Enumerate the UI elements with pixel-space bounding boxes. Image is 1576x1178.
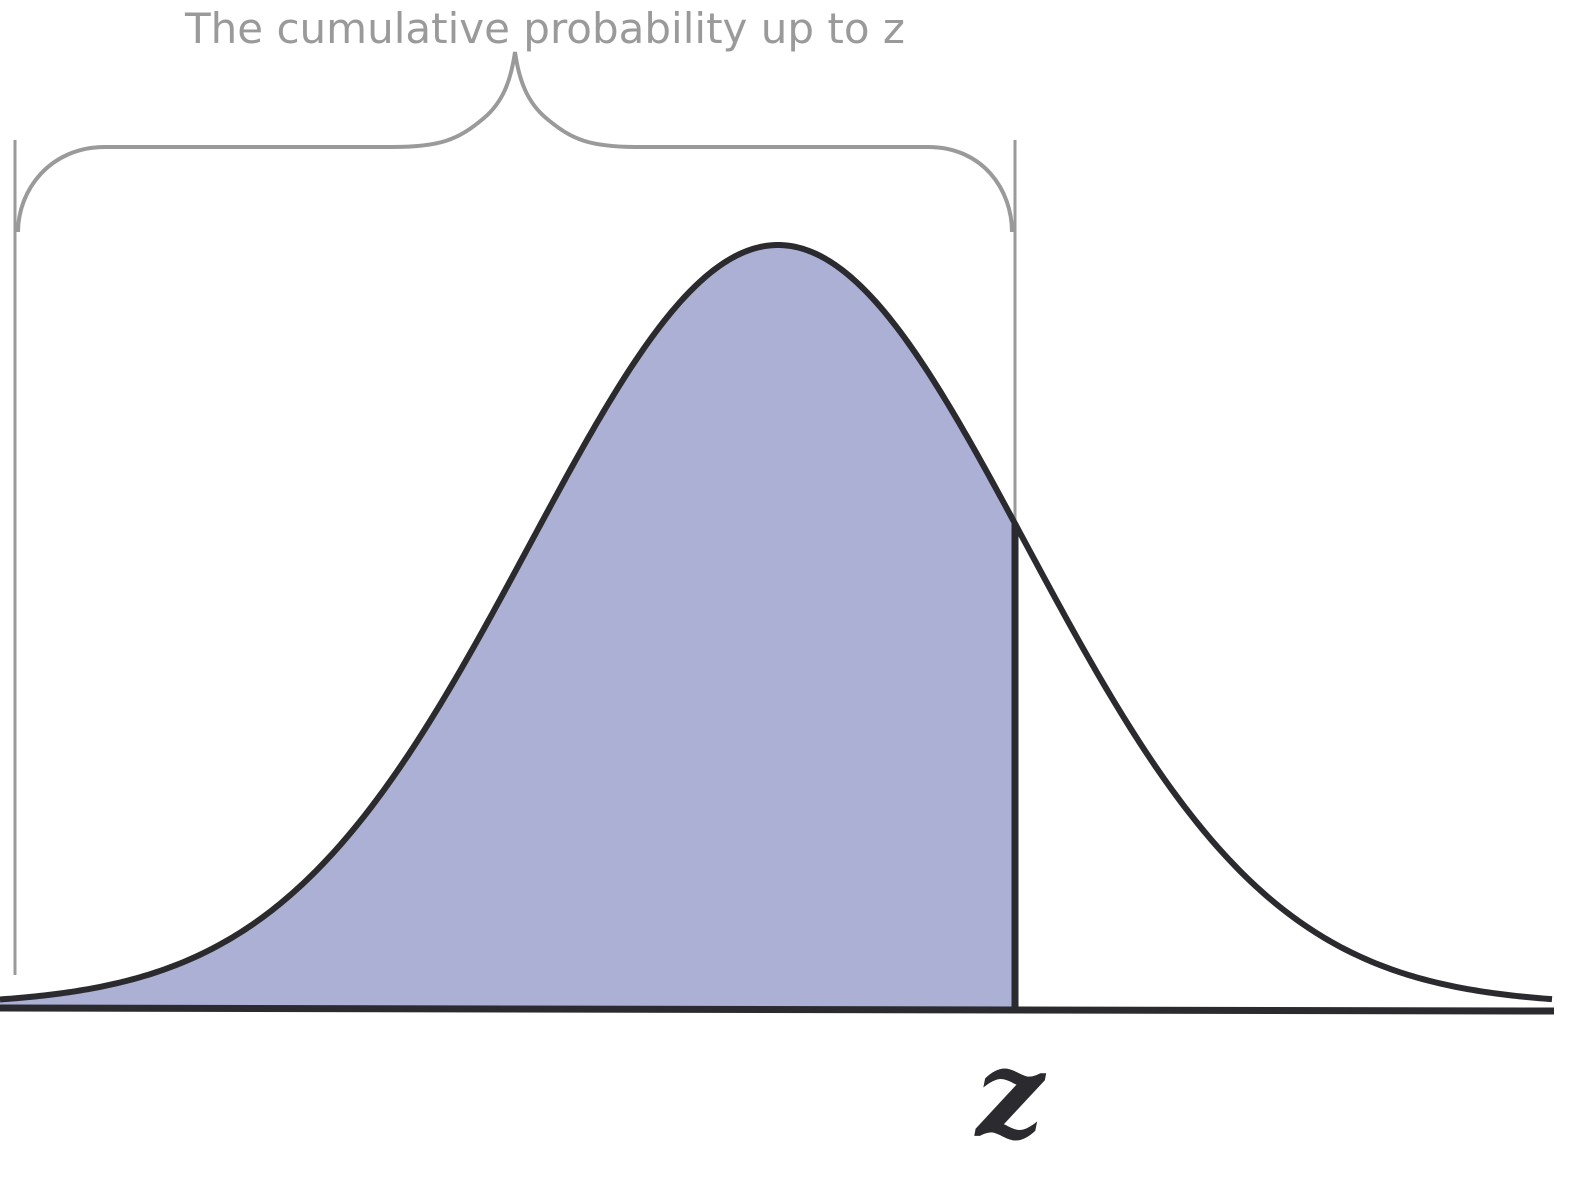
cumulative-shaded-area bbox=[0, 245, 1015, 1010]
cumulative-brace bbox=[16, 51, 1014, 233]
bracket-label: The cumulative probability up to z bbox=[184, 4, 905, 53]
bell-curve bbox=[0, 242, 1553, 1003]
z-label: z bbox=[974, 1024, 1047, 1165]
x-axis-baseline bbox=[0, 1004, 1555, 1015]
